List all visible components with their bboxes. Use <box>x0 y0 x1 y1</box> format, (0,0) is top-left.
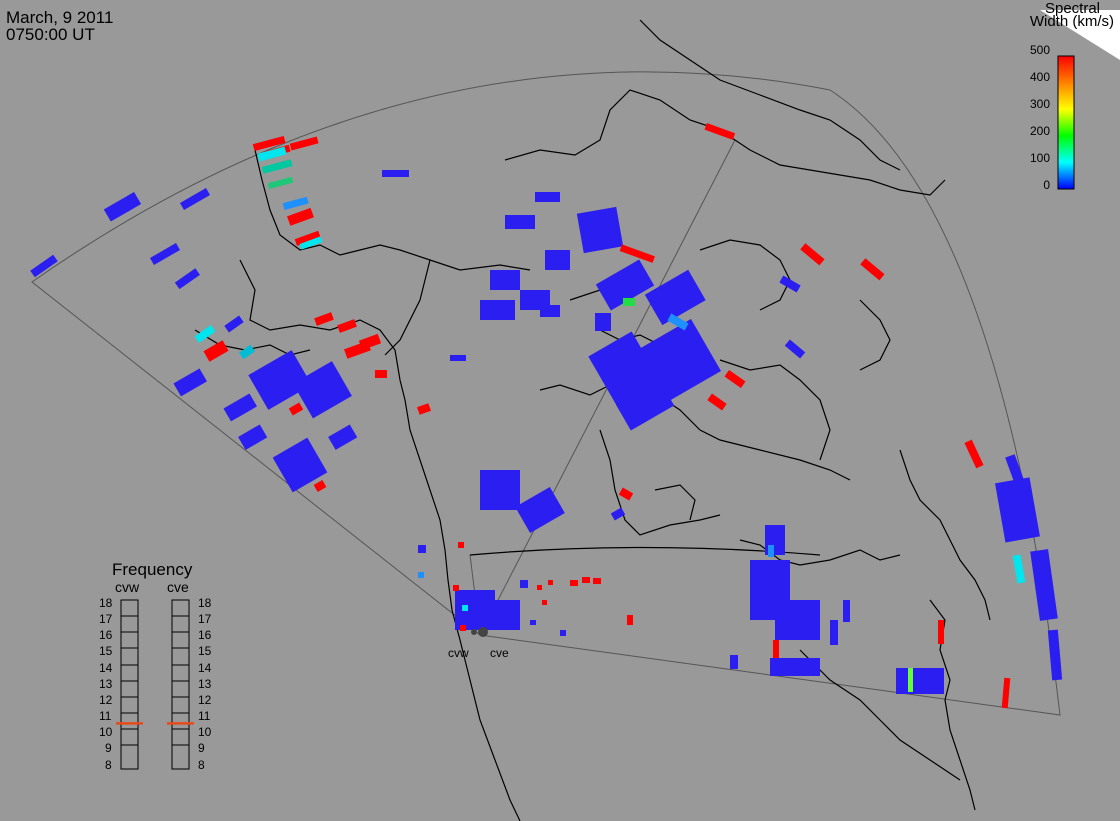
scale-left-12: 12 <box>99 693 113 707</box>
scale-left-16: 16 <box>99 628 113 642</box>
date-label: March, 9 2011 <box>6 8 114 27</box>
radar-site-markers <box>471 627 488 637</box>
colorbar-tick-100: 100 <box>1029 151 1050 165</box>
scale-right-18: 18 <box>198 596 212 610</box>
corner-wedge <box>1040 10 1120 60</box>
scale-right-12: 12 <box>198 693 212 707</box>
scale-left-13: 13 <box>99 677 113 691</box>
scale-left-9: 9 <box>105 741 112 755</box>
cvw-column-label: cvw <box>115 579 140 595</box>
time-label: 0750:00 UT <box>6 25 95 44</box>
scatter-blue <box>30 170 1063 694</box>
scale-right-13: 13 <box>198 677 212 691</box>
site-label-cvw: cvw <box>448 646 469 660</box>
colorbar-tick-400: 400 <box>1029 70 1050 84</box>
scale-left-8: 8 <box>105 758 112 772</box>
scale-left-14: 14 <box>99 661 113 675</box>
scale-left-11: 11 <box>99 709 112 723</box>
scale-right-15: 15 <box>198 644 212 658</box>
colorbar-title-line1: Spectral <box>1044 0 1100 17</box>
scale-right-10: 10 <box>198 725 212 739</box>
site-label-cve: cve <box>490 646 509 660</box>
scale-right-14: 14 <box>198 661 212 675</box>
cve-column-label: cve <box>167 579 189 595</box>
colorbar-tick-0: 0 <box>1043 178 1050 192</box>
scatter-cyan <box>194 146 1026 692</box>
frequency-bars <box>120 599 190 770</box>
scale-right-16: 16 <box>198 628 212 642</box>
scale-left-17: 17 <box>99 612 113 626</box>
colorbar-tick-300: 300 <box>1029 97 1050 111</box>
scale-right-17: 17 <box>198 612 212 626</box>
colorbar-title-line2: Width (km/s) <box>1029 13 1114 30</box>
colorbar <box>1057 55 1075 190</box>
scale-left-18: 18 <box>99 596 113 610</box>
coastlines <box>194 19 991 821</box>
colorbar-tick-500: 500 <box>1029 43 1050 57</box>
frequency-title: Frequency <box>112 560 193 579</box>
scale-right-9: 9 <box>198 741 205 755</box>
scale-left-15: 15 <box>99 644 113 658</box>
colorbar-tick-200: 200 <box>1029 124 1050 138</box>
scale-right-11: 11 <box>198 709 211 723</box>
scale-left-10: 10 <box>99 725 113 739</box>
scatter-red <box>203 123 1011 709</box>
scale-right-8: 8 <box>198 758 205 772</box>
